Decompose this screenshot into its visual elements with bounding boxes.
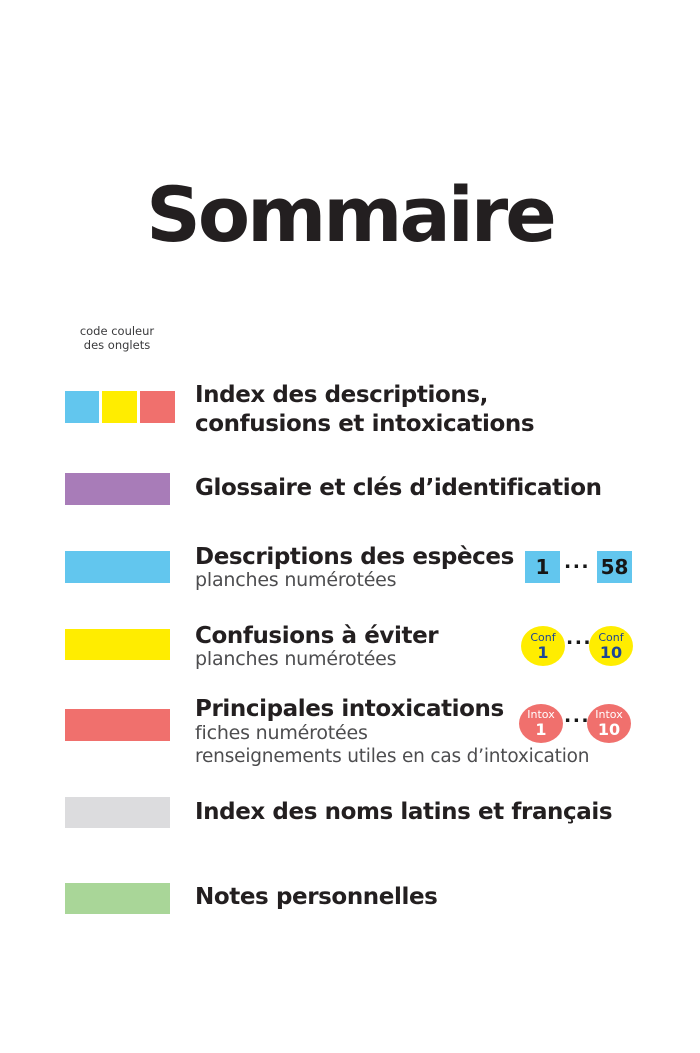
entry-subtitle-intoxications: fiches numérotées <box>195 722 368 744</box>
conf-badge-first: Conf 1 <box>521 626 565 666</box>
intox-badge-number: 10 <box>597 720 621 739</box>
tab-swatch-yellow <box>102 391 137 423</box>
legend-caption-line1: code couleur <box>79 324 155 338</box>
entry-subtitle-descriptions: planches numérotées <box>195 569 397 591</box>
legend-caption-line2: des onglets <box>83 338 151 352</box>
tab-swatch-blue-descriptions <box>65 551 170 583</box>
entry-title-glossaire: Glossaire et clés d’identification <box>195 475 602 501</box>
badge-range-ellipsis: ... <box>564 551 591 573</box>
badge-range-ellipsis: ... <box>564 705 591 727</box>
tab-swatch-gray <box>65 797 170 828</box>
entry-note-intoxications: renseignements utiles en cas d’intoxicat… <box>195 746 590 767</box>
tab-swatch-yellow-confusions <box>65 629 170 660</box>
entry-title-notes: Notes personnelles <box>195 884 438 910</box>
tab-swatch-red-intoxications <box>65 709 170 741</box>
page-title: Sommaire <box>146 170 557 259</box>
intox-badge-label: Intox <box>527 708 555 721</box>
entry-title-line1: Index des descriptions, <box>195 382 488 408</box>
conf-badge-last: Conf 10 <box>589 626 633 666</box>
entry-title-intoxications: Principales intoxications <box>195 696 504 722</box>
entry-title-index-noms: Index des noms latins et français <box>195 799 613 825</box>
intox-badge-first: Intox 1 <box>519 704 563 743</box>
entry-title-line2: confusions et intoxications <box>195 411 535 437</box>
plate-number-badge-last: 58 <box>597 551 632 583</box>
entry-subtitle-confusions: planches numérotées <box>195 648 397 670</box>
conf-badge-label: Conf <box>530 630 556 644</box>
tab-swatch-purple <box>65 473 170 505</box>
tab-color-legend-caption: code couleur des onglets <box>55 324 179 352</box>
intox-badge-last: Intox 10 <box>587 704 631 743</box>
tab-swatch-blue <box>65 391 99 423</box>
conf-badge-number: 1 <box>537 642 549 662</box>
entry-title-confusions: Confusions à éviter <box>195 623 439 649</box>
badge-range-ellipsis: ... <box>566 627 593 649</box>
tab-swatch-green <box>65 883 170 914</box>
entry-title-index-descriptions: Index des descriptions, confusions et in… <box>195 381 535 439</box>
conf-badge-number: 10 <box>599 642 623 662</box>
intox-badge-number: 1 <box>535 720 547 739</box>
plate-number-badge-first: 1 <box>525 551 560 583</box>
entry-title-descriptions: Descriptions des espèces <box>195 544 514 570</box>
intox-badge-label: Intox <box>595 708 623 721</box>
tab-swatch-red <box>140 391 175 423</box>
conf-badge-label: Conf <box>598 630 624 644</box>
